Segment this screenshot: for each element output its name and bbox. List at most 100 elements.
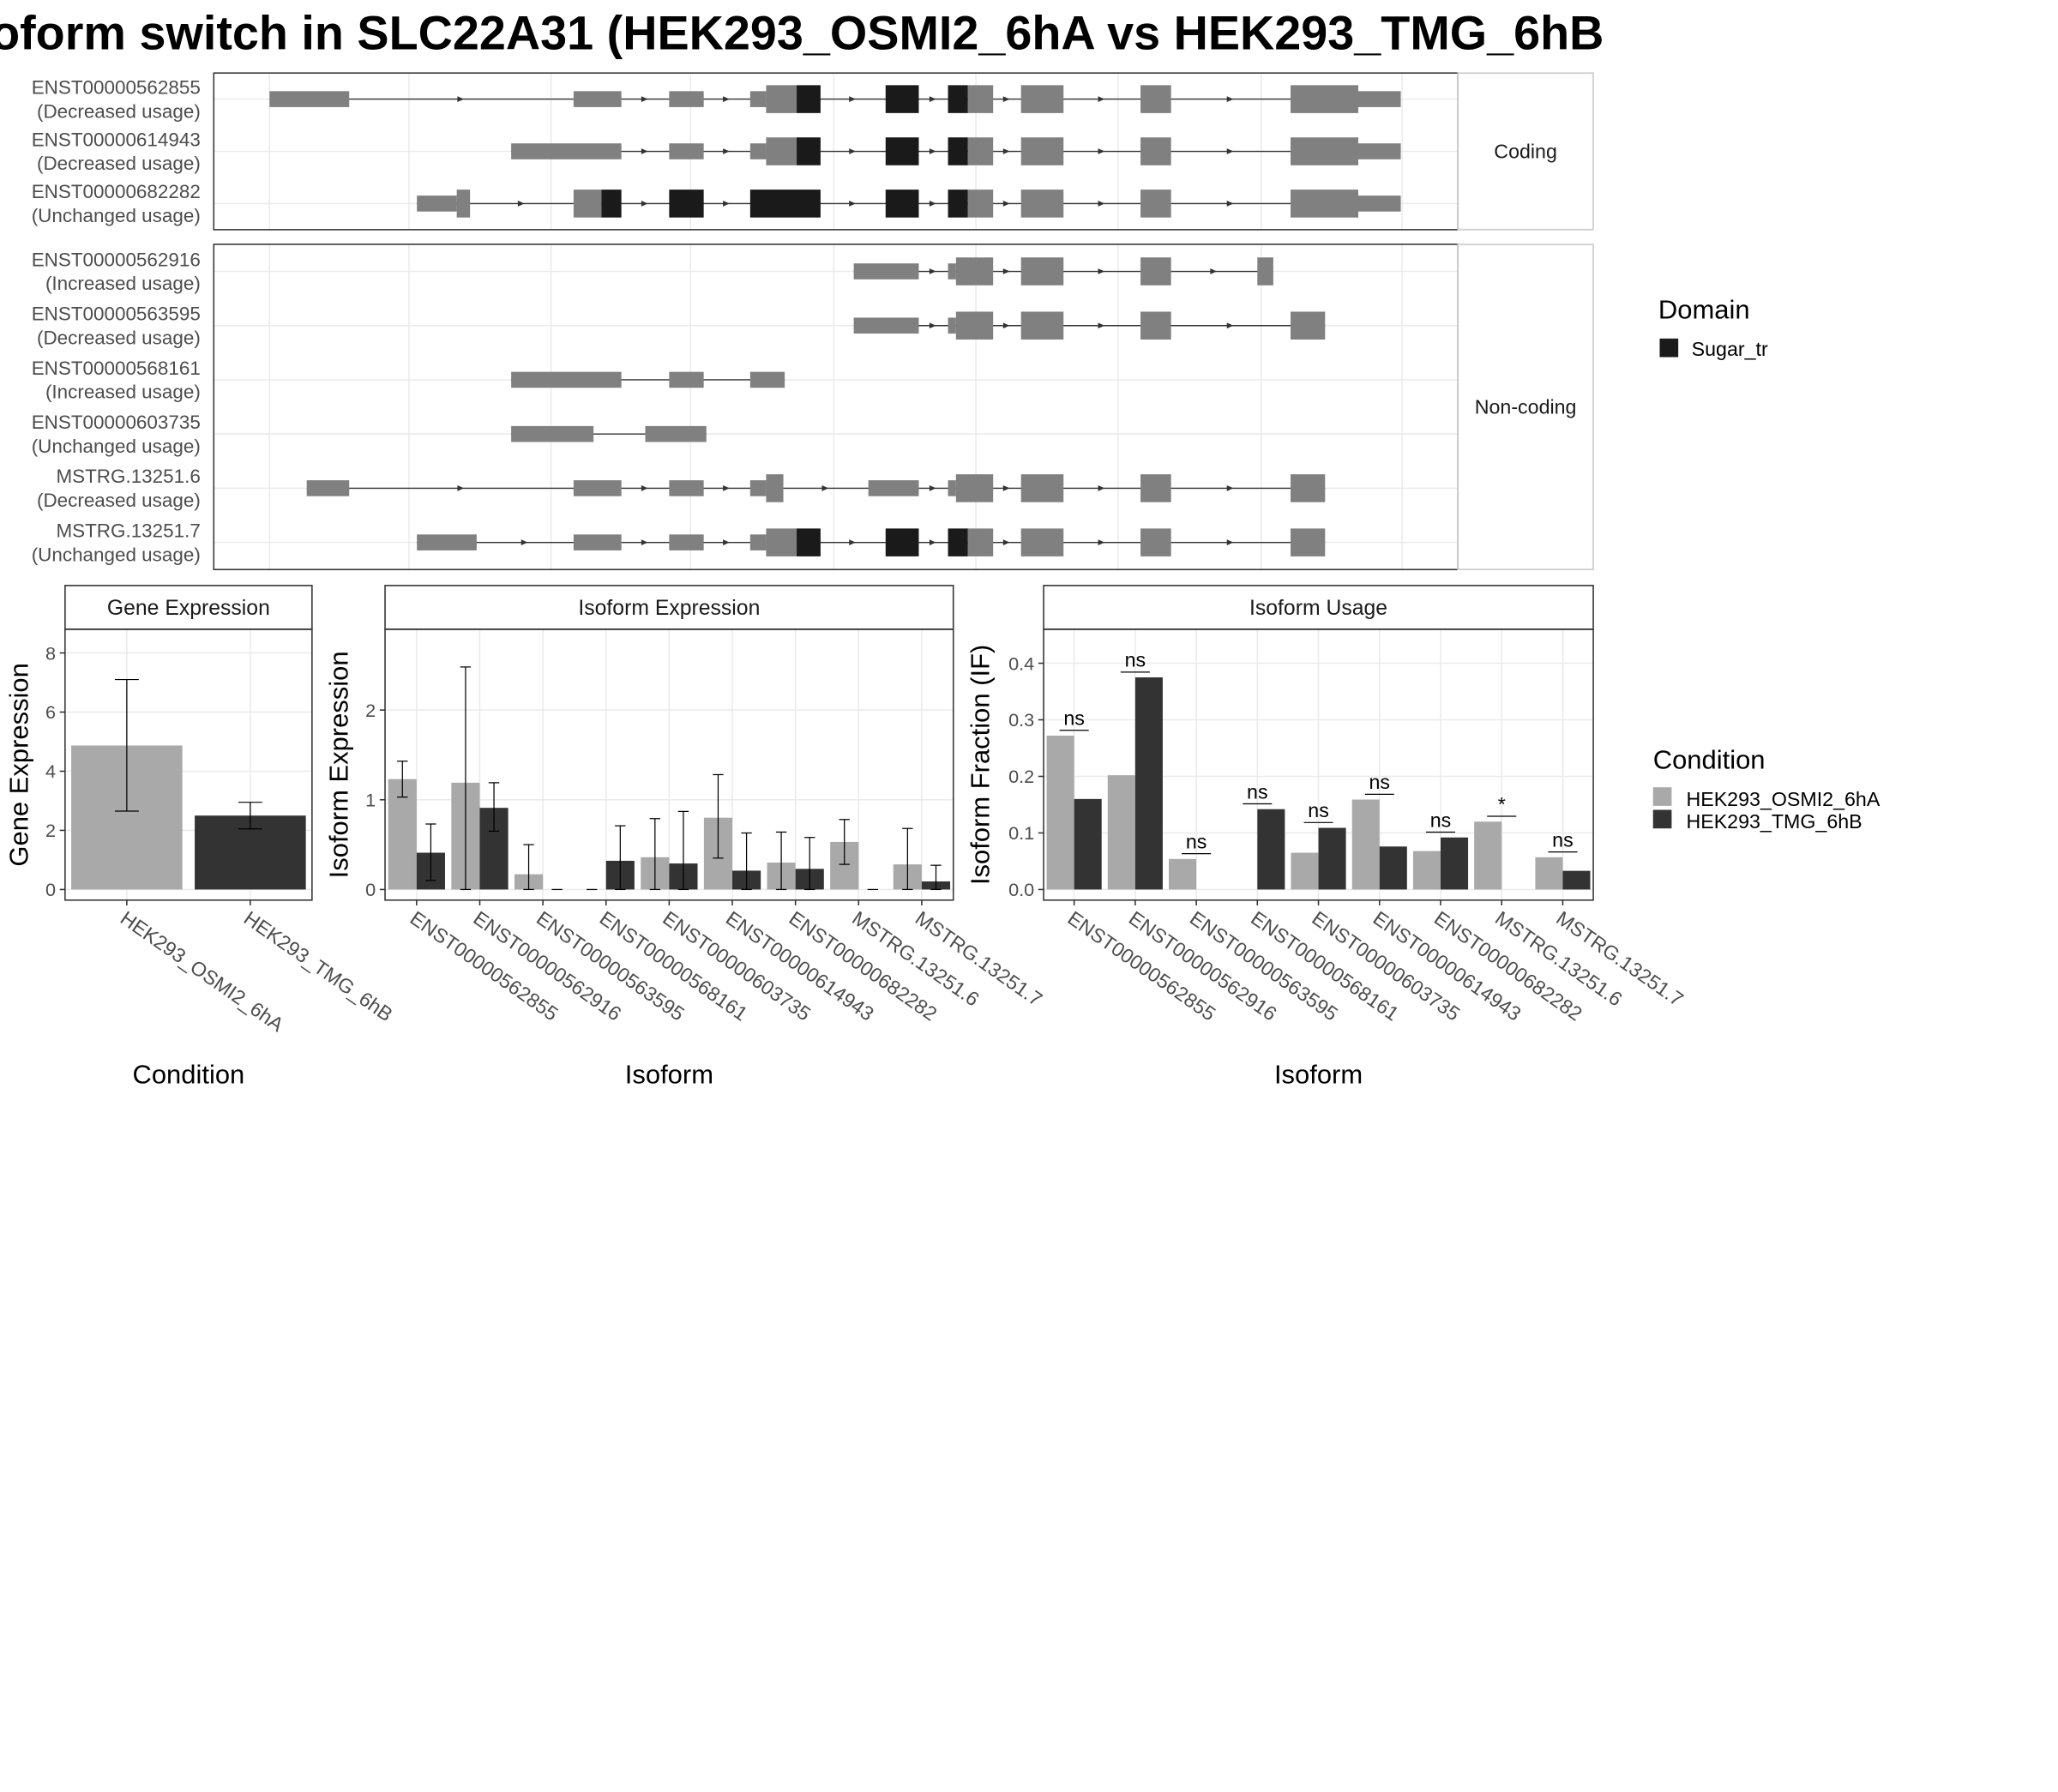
transcript-ENST00000603735 xyxy=(511,425,707,442)
exon-block xyxy=(1020,137,1064,165)
facet-strip-label: Coding xyxy=(1494,140,1557,162)
bar xyxy=(1134,677,1163,890)
transcript-id-label: ENST00000563595 xyxy=(32,304,201,325)
direction-arrow xyxy=(849,96,856,103)
direction-arrow xyxy=(1098,539,1105,546)
direction-arrow xyxy=(1002,201,1010,207)
exon-block xyxy=(967,137,994,165)
direction-arrow xyxy=(457,96,465,103)
bar xyxy=(1107,775,1135,890)
direction-arrow xyxy=(1226,539,1234,546)
exon-block xyxy=(1020,257,1064,286)
facet-strip-inner xyxy=(1459,245,1592,568)
direction-arrow xyxy=(1226,322,1234,329)
exon-block xyxy=(669,480,704,496)
figure-title: e isoform switch in SLC22A31 (HEK293_OSM… xyxy=(0,5,1604,60)
exon-block xyxy=(573,189,602,218)
exon-block xyxy=(766,474,784,502)
exon-block xyxy=(417,534,477,550)
y-tick-label: 0.3 xyxy=(1008,709,1034,731)
transcript-usage-label: (Increased usage) xyxy=(45,382,201,403)
panel-background xyxy=(214,244,1459,570)
exon-block xyxy=(417,195,457,212)
exon-block xyxy=(1291,189,1358,218)
exon-block xyxy=(853,263,919,280)
exon-block xyxy=(1291,137,1358,165)
direction-arrow xyxy=(1098,485,1105,491)
direction-arrow xyxy=(1002,148,1010,154)
exon-block xyxy=(1291,311,1326,340)
y-tick-label: 1 xyxy=(365,790,376,811)
exon-block xyxy=(1020,474,1064,502)
significance-label: ns xyxy=(1186,830,1207,852)
condition-legend-key xyxy=(1652,809,1672,829)
exon-block xyxy=(1358,143,1401,159)
domain-block xyxy=(948,528,968,556)
exon-block xyxy=(766,85,797,113)
chart-title: Isoform Usage xyxy=(1249,597,1387,620)
chart-isoform-usage: Isoform Usage ns ns ns ns ns ns ns * ns 0.0 0.1 0.2 0… xyxy=(966,585,1688,1089)
domain-block xyxy=(601,189,622,218)
bar xyxy=(1291,852,1319,890)
direction-arrow xyxy=(723,148,730,154)
domain-block xyxy=(885,189,919,218)
exon-block xyxy=(1020,528,1064,556)
direction-arrow xyxy=(641,539,648,546)
exon-block xyxy=(1358,91,1401,107)
significance-label: ns xyxy=(1063,707,1085,730)
exon-block xyxy=(948,317,956,334)
condition-legend-item: HEK293_TMG_6hB xyxy=(1686,810,1862,833)
bar xyxy=(1074,798,1102,890)
y-axis-title: Isoform Fraction (IF) xyxy=(966,645,996,885)
exon-block xyxy=(749,371,785,388)
y-tick-label: 2 xyxy=(365,700,376,721)
transcript-id-label: ENST00000682282 xyxy=(32,181,201,202)
exon-block xyxy=(511,425,594,442)
condition-legend-item: HEK293_OSMI2_6hA xyxy=(1686,788,1880,810)
exon-block xyxy=(669,143,704,159)
bar xyxy=(1318,827,1346,890)
transcript-usage-label: (Decreased usage) xyxy=(37,327,201,348)
domain-block xyxy=(749,189,821,218)
direction-arrow xyxy=(821,485,829,491)
exon-block xyxy=(1140,189,1171,218)
bar xyxy=(1046,735,1074,890)
transcript-usage-label: (Decreased usage) xyxy=(37,490,201,511)
direction-arrow xyxy=(929,201,936,207)
exon-block xyxy=(669,91,704,107)
exon-block xyxy=(1140,311,1171,340)
y-tick-label: 6 xyxy=(45,701,56,723)
chart-isoform-expression: Isoform Expression012ENST00000562855ENST… xyxy=(324,585,1046,1089)
transcript-id-label: ENST00000562855 xyxy=(32,76,201,98)
significance-label: ns xyxy=(1308,799,1329,821)
exon-block xyxy=(749,91,767,107)
transcript-usage-label: (Unchanged usage) xyxy=(32,544,201,565)
exon-block xyxy=(1140,85,1171,113)
x-axis-title: Condition xyxy=(132,1059,244,1089)
direction-arrow xyxy=(849,201,856,207)
transcript-ENST00000562916 xyxy=(853,257,1273,286)
direction-arrow xyxy=(929,268,936,274)
direction-arrow xyxy=(1226,96,1234,103)
plot-border xyxy=(64,628,313,901)
coding-structure-panel: ENST00000562855 (Decreased usage) ENST0000… xyxy=(32,72,1594,231)
transcript-MSTRG.13251.7 xyxy=(417,528,1326,556)
transcript-usage-label: (Increased usage) xyxy=(45,273,201,294)
exon-block xyxy=(948,480,956,496)
direction-arrow xyxy=(1002,96,1010,103)
chart-title: Isoform Expression xyxy=(578,597,760,620)
y-tick-label: 2 xyxy=(45,820,56,841)
y-tick-label: 0 xyxy=(365,879,376,900)
bar xyxy=(1562,870,1591,890)
transcript-usage-label: (Decreased usage) xyxy=(37,153,201,174)
direction-arrow xyxy=(849,148,856,154)
x-axis-title: Isoform xyxy=(625,1059,713,1089)
exon-block xyxy=(1291,85,1358,113)
bar xyxy=(1257,809,1285,890)
exon-block xyxy=(1020,85,1064,113)
transcript-id-label: MSTRG.13251.6 xyxy=(56,466,200,487)
transcript-ENST00000562855 xyxy=(269,85,1401,113)
transcript-MSTRG.13251.6 xyxy=(306,474,1326,502)
exon-block xyxy=(967,528,994,556)
